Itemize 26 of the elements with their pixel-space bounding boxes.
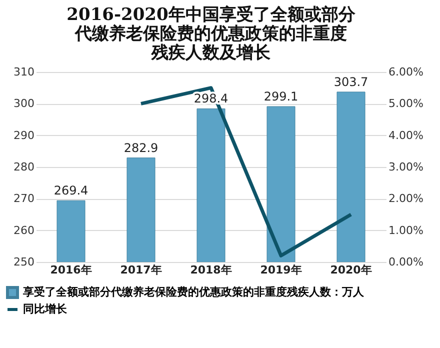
- y-tick-label: 280: [14, 160, 34, 174]
- y2-tick-label: 0.00%: [388, 256, 424, 268]
- y-tick-label: 250: [14, 256, 34, 268]
- x-tick-label: 2020年: [330, 264, 372, 276]
- data-label: 303.7: [334, 74, 368, 89]
- legend-label: 享受了全额或部分代缴养老保险费的优惠政策的非重度残疾人数：万人: [22, 286, 365, 298]
- y2-tick-label: 1.00%: [388, 224, 424, 237]
- legend-label: 同比增长: [23, 302, 68, 316]
- data-label: 269.4: [54, 184, 88, 198]
- y2-tick-label: 5.00%: [388, 97, 424, 110]
- y2-tick-label: 6.00%: [388, 66, 424, 78]
- data-label: 282.9: [124, 140, 158, 155]
- chart-title: 2016-2020年中国享受了全额或部分代缴养老保险费的优惠政策的非重度残疾人数及增长: [66, 5, 356, 63]
- x-tick-label: 2018年: [190, 264, 232, 276]
- y2-tick-label: 2.00%: [388, 192, 424, 206]
- y-tick-label: 290: [14, 128, 34, 142]
- data-label: 299.1: [264, 90, 298, 104]
- y-tick-label: 300: [14, 97, 34, 110]
- y-tick-label: 260: [14, 224, 34, 237]
- y2-tick-label: 4.00%: [388, 128, 424, 142]
- x-tick-label: 2016年: [50, 264, 92, 276]
- y2-tick-label: 3.00%: [388, 160, 424, 174]
- y-tick-label: 310: [14, 66, 34, 78]
- x-tick-label: 2019年: [260, 264, 302, 276]
- x-tick-label: 2017年: [120, 264, 162, 276]
- y-tick-label: 270: [14, 192, 34, 206]
